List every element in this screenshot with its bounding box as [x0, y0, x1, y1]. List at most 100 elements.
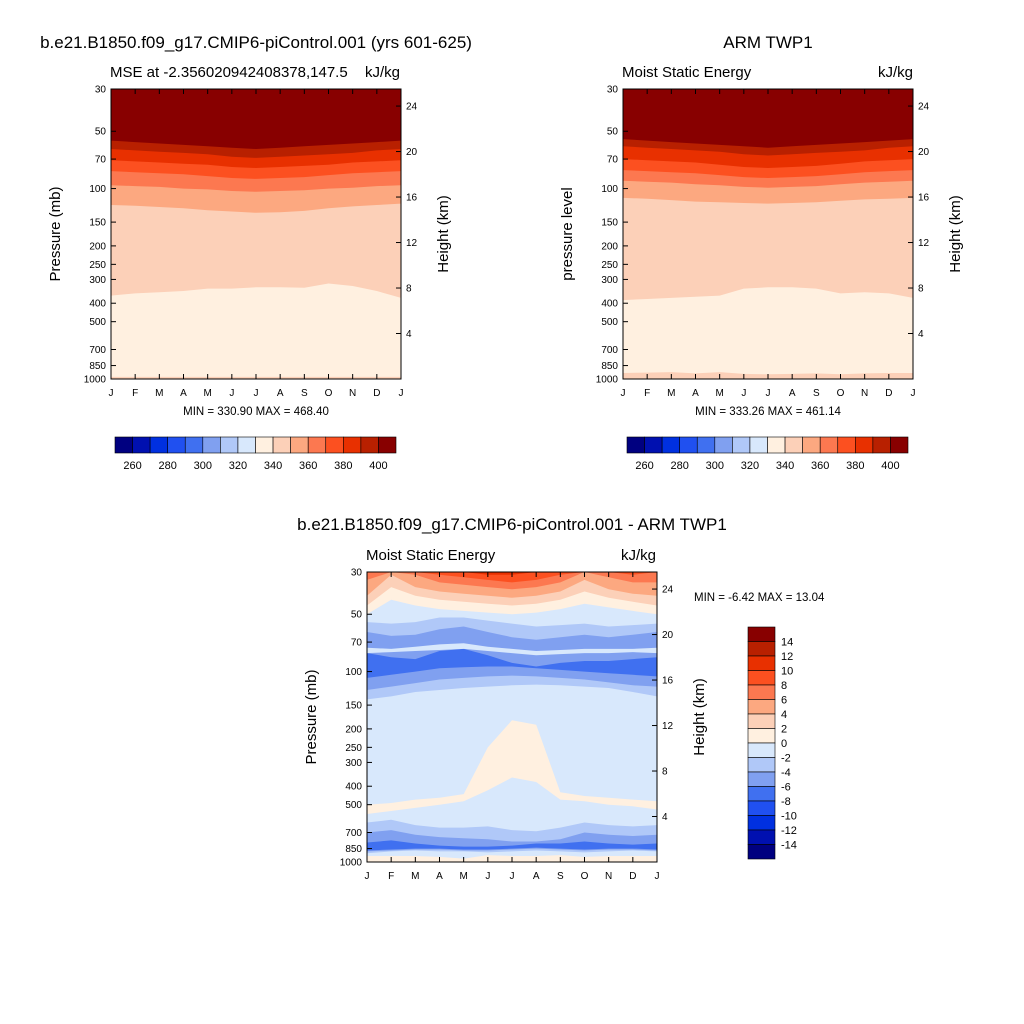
- pressure-tick-label: 100: [89, 184, 106, 195]
- month-tick-label: O: [581, 871, 589, 882]
- colorbar-swatch: [767, 436, 786, 454]
- panel2-ylabel-right: Height (km): [947, 195, 964, 273]
- colorbar-swatch: [290, 436, 309, 454]
- month-tick-label: O: [837, 388, 845, 399]
- colorbar-swatch: [325, 436, 344, 454]
- panel3-contour-fill: [367, 572, 657, 862]
- colorbar-swatch: [220, 436, 239, 454]
- pressure-tick-label: 200: [601, 241, 618, 252]
- pressure-tick-label: 70: [607, 155, 619, 166]
- month-tick-label: M: [203, 388, 211, 399]
- pressure-tick-label: 250: [601, 260, 618, 271]
- colorbar-label: 2: [781, 724, 787, 736]
- height-tick-label: 16: [662, 676, 674, 687]
- panel2-left-subtitle: Moist Static Energy: [622, 64, 752, 81]
- colorbar-swatch: [307, 436, 327, 454]
- month-tick-label: A: [789, 388, 796, 399]
- month-tick-label: J: [109, 388, 114, 399]
- colorbar-label: 300: [706, 460, 724, 472]
- colorbar-swatch: [747, 728, 776, 744]
- colorbar-swatch: [255, 436, 274, 454]
- pressure-tick-label: 30: [95, 85, 107, 96]
- colorbar-label: 280: [671, 460, 689, 472]
- colorbar-label: 340: [776, 460, 794, 472]
- panel1-left-subtitle: MSE at -2.356020942408378,147.5: [110, 64, 348, 81]
- month-tick-label: F: [132, 388, 138, 399]
- pressure-tick-label: 500: [345, 800, 362, 811]
- colorbar-swatch: [855, 436, 874, 454]
- month-tick-label: A: [277, 388, 284, 399]
- month-tick-label: J: [911, 388, 916, 399]
- pressure-tick-label: 150: [601, 218, 618, 229]
- pressure-tick-label: 30: [351, 568, 363, 579]
- colorbar-swatch: [747, 786, 776, 802]
- colorbar-label: 360: [811, 460, 829, 472]
- colorbar-label: -10: [781, 811, 797, 823]
- pressure-tick-label: 300: [89, 275, 106, 286]
- pressure-tick-label: 1000: [84, 375, 107, 386]
- colorbar-label: -12: [781, 825, 797, 837]
- colorbar-swatch: [747, 626, 776, 642]
- month-tick-label: N: [349, 388, 356, 399]
- colorbar-swatch: [747, 713, 776, 729]
- colorbar-label: 10: [781, 666, 793, 678]
- colorbar-swatch: [747, 757, 776, 773]
- colorbar-label: 320: [229, 460, 247, 472]
- month-tick-label: O: [325, 388, 333, 399]
- height-tick-label: 20: [662, 630, 674, 641]
- panel-arm-twp1: ARM TWP1 Moist Static Energy kJ/kg 30 50 7…: [559, 33, 964, 472]
- colorbar-swatch: [747, 699, 776, 715]
- panel2-ylabel: pressure level: [559, 187, 576, 280]
- pressure-tick-label: 300: [601, 275, 618, 286]
- height-tick-label: 16: [406, 193, 418, 204]
- month-tick-label: M: [411, 871, 419, 882]
- colorbar-swatch: [747, 641, 776, 657]
- colorbar-swatch: [872, 436, 891, 454]
- colorbar-swatch: [114, 436, 133, 454]
- colorbar-label: 14: [781, 637, 793, 649]
- contour-band: [367, 840, 657, 851]
- panel1-min-max: MIN = 330.90 MAX = 468.40: [183, 406, 329, 418]
- height-tick-label: 16: [918, 193, 930, 204]
- pressure-tick-label: 500: [601, 317, 618, 328]
- colorbar-swatch: [732, 436, 751, 454]
- panel3-ticks: 30 50 70 100 150 200 250 300 400 500 700 850 1000 24 2…: [340, 568, 674, 883]
- colorbar-swatch: [202, 436, 221, 454]
- colorbar-swatch: [747, 800, 776, 816]
- pressure-tick-label: 850: [89, 361, 106, 372]
- pressure-tick-label: 700: [345, 828, 362, 839]
- height-tick-label: 12: [918, 238, 930, 249]
- month-tick-label: M: [667, 388, 675, 399]
- pressure-tick-label: 150: [345, 701, 362, 712]
- height-tick-label: 4: [662, 812, 668, 823]
- panel2-right-subtitle: kJ/kg: [878, 64, 913, 81]
- colorbar-label: 12: [781, 651, 793, 663]
- month-tick-label: J: [621, 388, 626, 399]
- colorbar-swatch: [184, 436, 204, 454]
- panel3-title: b.e21.B1850.f09_g17.CMIP6-piControl.001 …: [297, 515, 727, 534]
- colorbar-label: -14: [781, 840, 797, 852]
- pressure-tick-label: 500: [89, 317, 106, 328]
- month-tick-label: M: [155, 388, 163, 399]
- panel3-right-subtitle: kJ/kg: [621, 547, 656, 564]
- pressure-tick-label: 150: [89, 218, 106, 229]
- colorbar-label: 360: [299, 460, 317, 472]
- month-tick-label: F: [388, 871, 394, 882]
- panel2-title: ARM TWP1: [723, 33, 812, 52]
- month-tick-label: J: [254, 388, 259, 399]
- month-tick-label: J: [229, 388, 234, 399]
- pressure-tick-label: 100: [345, 667, 362, 678]
- contour-band: [367, 626, 657, 690]
- panel2-min-max: MIN = 333.26 MAX = 461.14: [695, 406, 841, 418]
- month-tick-label: F: [644, 388, 650, 399]
- colorbar-label: 380: [846, 460, 864, 472]
- pressure-tick-label: 200: [89, 241, 106, 252]
- pressure-tick-label: 1000: [340, 858, 363, 869]
- colorbar-label: 260: [635, 460, 653, 472]
- height-tick-label: 4: [406, 329, 412, 340]
- panel3-ylabel: Pressure (mb): [303, 669, 320, 764]
- colorbar-swatch: [749, 436, 768, 454]
- colorbar-swatch: [679, 436, 698, 454]
- month-tick-label: M: [459, 871, 467, 882]
- height-tick-label: 8: [406, 284, 412, 295]
